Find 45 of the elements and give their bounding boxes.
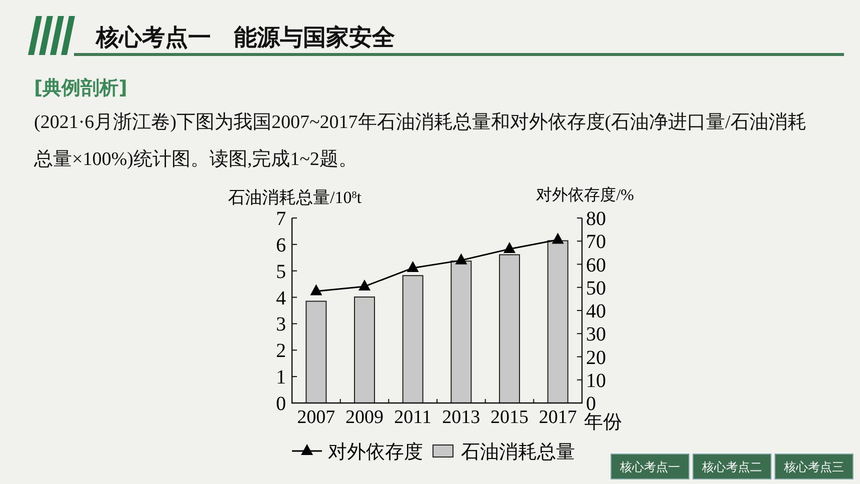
y-tick-label: 7 [276,208,286,230]
bar [547,240,568,404]
bar [402,275,424,404]
x-tick-label: 2009 [346,407,384,428]
y2-axis-title: 对外依存度/% [536,186,634,204]
point [406,260,419,272]
x-tick-label: 2015 [490,407,528,428]
point [504,242,516,253]
y2-tick-label: 40 [586,300,606,322]
x-axis-title: 年份 [584,412,622,433]
x-tick-label: 2007 [297,407,336,428]
point [552,232,564,244]
x-tick-label: 2013 [442,407,480,428]
point [455,253,468,264]
y-tick-label: 5 [276,260,286,283]
y2-tick-label: 70 [586,231,606,254]
y-axis-title: 石油消耗总量/10$^{8}$t [228,188,362,207]
y-tick-label: 1 [276,366,286,389]
y-tick-label: 2 [276,340,286,362]
bar [499,254,520,404]
point [310,284,322,296]
bar [354,296,375,404]
y2-tick-label: 50 [586,277,606,300]
x-tick-label: 2017 [538,407,577,428]
bar [450,260,472,404]
text: 核心考点三 [783,460,844,474]
y-tick-label: 0 [276,393,286,415]
y2-tick-label: 80 [586,208,606,230]
text: 核心考点一 [619,460,680,474]
legend-label: 对外依存度 [328,441,423,463]
y-tick-label: 6 [276,234,286,256]
chart-title: 核心考点一 能源与国家安全 [95,24,396,51]
legend-label: 石油消耗总量 [461,442,575,463]
text: 核心考点二 [701,460,762,474]
y-tick-label: 3 [276,314,286,336]
text: [典例剖析] [34,77,128,99]
x-tick-label: 2011 [394,407,432,428]
y2-tick-label: 20 [586,346,606,369]
y2-tick-label: 30 [586,324,606,346]
point [358,279,370,290]
y2-tick-label: 10 [586,370,606,392]
y-tick-label: 4 [276,287,286,310]
text: (2021·6月浙江卷)下图为我国2007~2017年石油消耗总量和对外依存度(石油净进口量/石油消耗总量×100%)统计图。读图,完成1~2题。 [34,111,808,172]
bar [306,300,327,404]
y2-tick-label: 60 [586,254,606,276]
